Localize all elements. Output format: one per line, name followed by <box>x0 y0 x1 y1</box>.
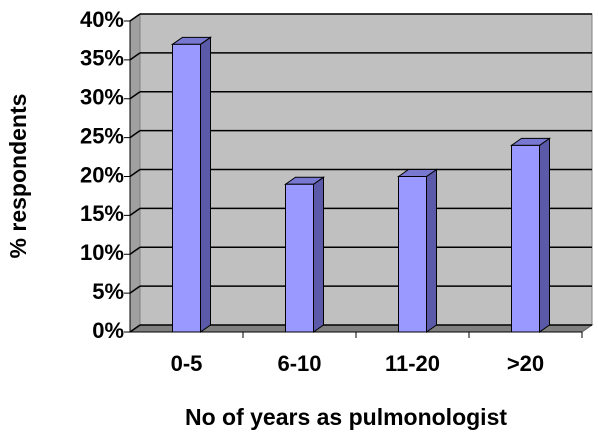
grid-line <box>129 130 141 139</box>
y-tick-label: 5% <box>92 279 124 304</box>
bar-side <box>426 168 437 333</box>
y-tick-label: 25% <box>80 123 124 148</box>
y-tick-label: 15% <box>80 201 124 226</box>
bar-side <box>539 137 550 333</box>
bar <box>511 144 540 333</box>
x-tick-label: 6-10 <box>277 351 321 376</box>
grid-line <box>129 246 141 255</box>
grid-line <box>129 285 141 294</box>
y-axis-label: % respondents <box>5 94 31 259</box>
y-tick-label: 0% <box>92 318 124 343</box>
x-axis-label: No of years as pulmonologist <box>185 404 507 430</box>
bar <box>172 43 201 333</box>
x-tick-label: 11-20 <box>385 351 440 376</box>
y-tick-label: 40% <box>80 7 124 32</box>
bar <box>398 176 427 333</box>
y-tick-label: 10% <box>80 240 124 265</box>
grid-line <box>129 324 141 333</box>
grid-line <box>129 91 141 100</box>
bar-side <box>200 36 211 333</box>
grid-line <box>129 207 141 216</box>
x-tick-label: 0-5 <box>171 351 203 376</box>
grid-line <box>129 13 141 22</box>
grid-line <box>129 168 141 178</box>
bar-side <box>313 176 324 333</box>
y-tick-label: 35% <box>80 46 124 71</box>
grid-line <box>129 52 141 61</box>
x-tick-label: >20 <box>507 351 544 376</box>
y-tick-label: 20% <box>80 162 124 187</box>
bar <box>285 183 314 333</box>
y-tick-label: 30% <box>80 85 124 110</box>
